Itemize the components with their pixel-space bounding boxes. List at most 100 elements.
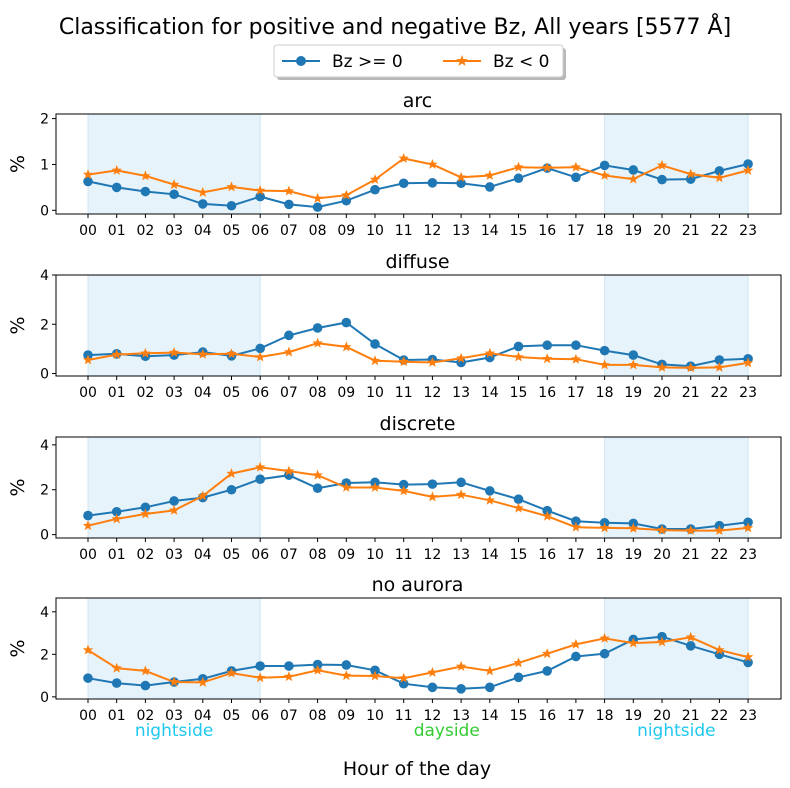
data-point	[341, 660, 352, 670]
legend-label-bz-pos: Bz >= 0	[332, 52, 403, 72]
data-point	[369, 174, 381, 184]
data-point	[398, 485, 409, 496]
data-point	[570, 353, 582, 364]
x-tick-label: 11	[395, 708, 413, 724]
data-point	[255, 185, 266, 196]
data-point	[714, 644, 725, 655]
region-label: nightside	[637, 721, 716, 741]
data-point	[283, 185, 295, 196]
y-tick-label: 4	[40, 438, 49, 454]
x-tick-label: 13	[452, 708, 470, 724]
data-point	[226, 667, 237, 678]
data-point	[226, 484, 237, 495]
data-point	[341, 341, 352, 352]
data-point	[140, 680, 151, 691]
x-tick-label: 09	[337, 708, 355, 724]
x-tick-label: 17	[567, 708, 585, 724]
data-point	[427, 682, 438, 693]
x-tick-label: 11	[395, 547, 413, 563]
x-tick-label: 11	[395, 385, 413, 401]
data-point	[140, 186, 151, 197]
data-point	[83, 510, 93, 521]
data-point	[456, 683, 466, 694]
data-point	[455, 661, 467, 671]
data-point	[485, 182, 495, 192]
x-tick-label: 02	[136, 708, 154, 724]
data-point	[83, 176, 93, 187]
axes-frame	[55, 436, 782, 539]
x-tick-label: 08	[309, 385, 327, 401]
series-line	[87, 157, 749, 200]
data-point	[255, 343, 265, 354]
data-point	[513, 161, 524, 172]
series-line	[87, 342, 749, 369]
data-point	[571, 516, 581, 526]
data-point	[370, 665, 380, 676]
data-point	[685, 631, 696, 642]
x-tick-label: 15	[510, 385, 528, 401]
data-point	[685, 168, 696, 179]
x-tick-label: 20	[653, 385, 671, 401]
data-point	[398, 479, 409, 490]
data-point	[427, 491, 438, 502]
x-tick-label: 12	[423, 547, 441, 563]
data-point	[255, 351, 266, 362]
data-point	[742, 651, 754, 662]
x-tick-label: 13	[452, 547, 470, 563]
data-point	[599, 522, 610, 533]
x-tick-label: 18	[596, 547, 614, 563]
y-tick-label: 2	[40, 112, 49, 128]
data-point	[571, 340, 581, 351]
data-point	[140, 508, 151, 519]
x-tick-label: 19	[624, 223, 642, 239]
y-tick-label: 1	[40, 157, 49, 173]
data-point	[427, 666, 438, 677]
data-point	[599, 160, 610, 171]
x-tick-label: 04	[194, 547, 212, 563]
data-point	[427, 357, 438, 367]
x-tick-label: 08	[309, 223, 327, 239]
x-tick-label: 00	[79, 223, 97, 239]
y-tick-label: 2	[40, 647, 49, 663]
data-point	[369, 482, 381, 492]
x-tick-label: 02	[136, 385, 154, 401]
x-tick-label: 06	[251, 223, 269, 239]
panel-title: no aurora	[372, 574, 464, 596]
x-tick-label: 18	[596, 708, 614, 724]
data-point	[484, 170, 495, 180]
y-tick-label: 4	[40, 268, 49, 284]
data-point	[656, 361, 668, 372]
data-point	[742, 522, 754, 533]
x-tick-label: 00	[79, 547, 97, 563]
data-point	[341, 317, 352, 328]
data-point	[513, 351, 524, 362]
data-point	[542, 510, 553, 521]
x-tick-label: 23	[739, 223, 757, 239]
data-point	[456, 477, 466, 488]
x-tick-label: 21	[682, 223, 700, 239]
x-tick-label: 01	[108, 385, 126, 401]
data-point	[369, 355, 381, 366]
shaded-range	[604, 597, 749, 700]
data-point	[283, 346, 295, 357]
data-point	[656, 636, 668, 647]
data-point	[255, 191, 265, 202]
data-point	[570, 161, 582, 172]
data-point	[168, 676, 180, 687]
data-point	[599, 359, 610, 370]
x-tick-label: 14	[481, 708, 499, 724]
data-point	[570, 638, 582, 649]
x-tick-label: 13	[452, 385, 470, 401]
x-tick-label: 01	[108, 547, 126, 563]
data-point	[312, 323, 323, 333]
data-point	[628, 173, 639, 184]
data-point	[284, 199, 294, 210]
x-tick-label: 22	[710, 385, 728, 401]
series-line	[87, 635, 749, 690]
data-point	[599, 345, 610, 356]
data-point	[168, 504, 180, 515]
data-point	[168, 179, 180, 190]
x-tick-label: 20	[653, 547, 671, 563]
y-tick-label: 0	[40, 367, 49, 383]
